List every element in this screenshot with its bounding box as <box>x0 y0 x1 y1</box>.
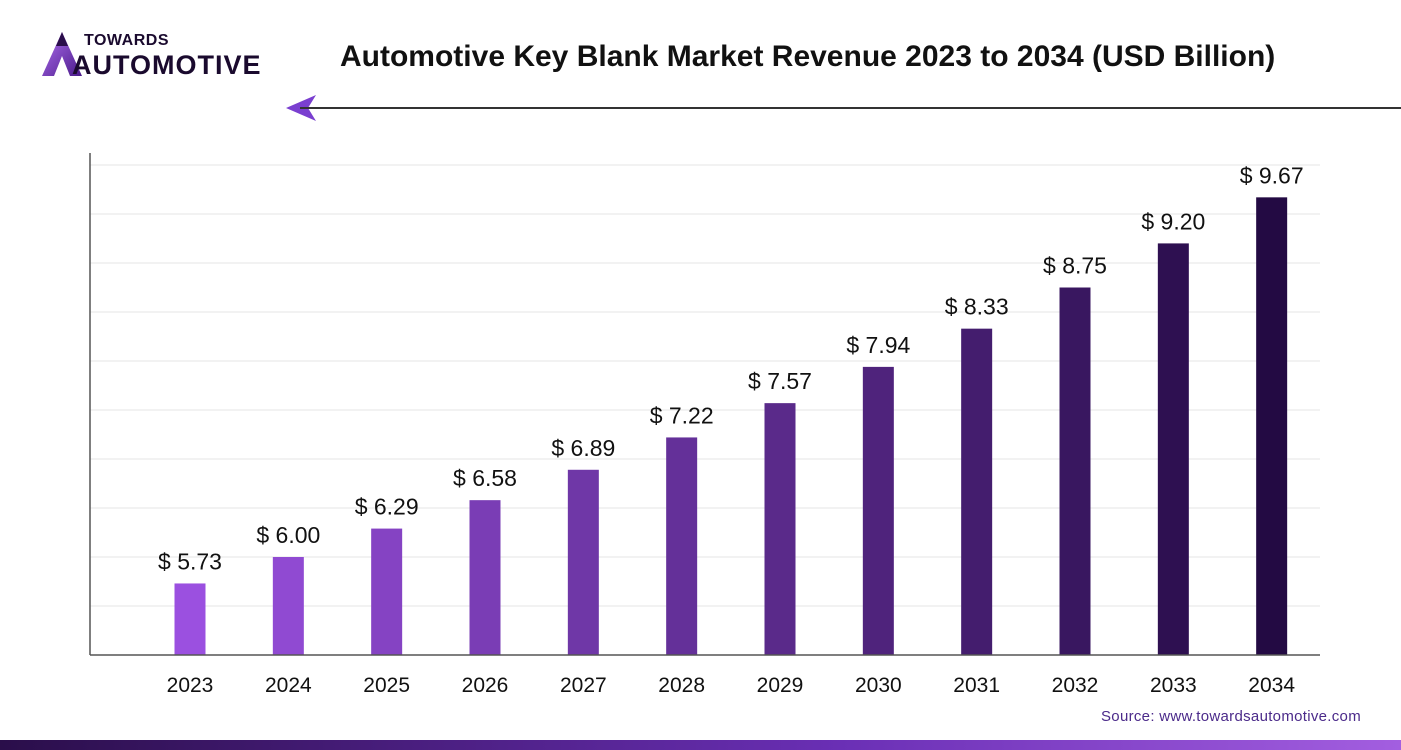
x-tick-labels: 2023 2024 2025 2026 2027 2028 2029 2030 2031 2032… <box>167 674 1296 697</box>
bar-2030 <box>862 366 894 655</box>
data-labels: $ 5.73 $ 6.00 $ 6.29 $ 6.58 $ 6.89 $ 7.22 $ 7.… <box>158 162 1304 574</box>
data-label-2033: $ 9.20 <box>1141 208 1205 234</box>
x-tick-2025: 2025 <box>363 674 410 697</box>
bar-2027 <box>567 469 599 655</box>
bar-2028 <box>666 437 698 655</box>
x-tick-2030: 2030 <box>855 674 902 697</box>
bar-2032 <box>1059 287 1091 655</box>
x-tick-2028: 2028 <box>658 674 705 697</box>
x-tick-2029: 2029 <box>757 674 804 697</box>
data-label-2031: $ 8.33 <box>945 294 1009 320</box>
x-tick-2027: 2027 <box>560 674 607 697</box>
bar-2024 <box>272 557 304 655</box>
bars <box>174 197 1288 655</box>
x-tick-2031: 2031 <box>953 674 1000 697</box>
bar-2034 <box>1256 197 1288 655</box>
data-label-2027: $ 6.89 <box>551 435 615 461</box>
data-label-2032: $ 8.75 <box>1043 253 1107 279</box>
data-label-2034: $ 9.67 <box>1240 162 1304 188</box>
x-tick-2033: 2033 <box>1150 674 1197 697</box>
x-tick-2034: 2034 <box>1248 674 1295 697</box>
x-tick-2024: 2024 <box>265 674 312 697</box>
title-underline <box>300 107 1401 109</box>
chart-title: Automotive Key Blank Market Revenue 2023… <box>340 40 1276 73</box>
brand-logo: TOWARDS AUTOMOTIVE <box>38 30 288 86</box>
source-note: Source: www.towardsautomotive.com <box>1101 708 1361 725</box>
x-tick-2026: 2026 <box>462 674 509 697</box>
bar-2033 <box>1157 243 1189 655</box>
x-tick-2032: 2032 <box>1052 674 1099 697</box>
bottom-accent-bar <box>0 740 1401 750</box>
bar-2026 <box>469 500 501 655</box>
bar-2025 <box>371 528 403 655</box>
data-label-2029: $ 7.57 <box>748 368 812 394</box>
bar-2023 <box>174 583 206 655</box>
brand-logo-icon <box>42 32 82 76</box>
data-label-2026: $ 6.58 <box>453 465 517 491</box>
bar-2031 <box>961 328 993 655</box>
brand-name-top: TOWARDS <box>84 32 169 49</box>
bar-2029 <box>764 403 796 655</box>
x-tick-2023: 2023 <box>167 674 214 697</box>
brand-name-main: AUTOMOTIVE <box>72 50 262 80</box>
data-label-2023: $ 5.73 <box>158 548 222 574</box>
data-label-2028: $ 7.22 <box>650 402 714 428</box>
data-label-2025: $ 6.29 <box>355 494 419 520</box>
data-label-2024: $ 6.00 <box>256 522 320 548</box>
data-label-2030: $ 7.94 <box>846 332 910 358</box>
